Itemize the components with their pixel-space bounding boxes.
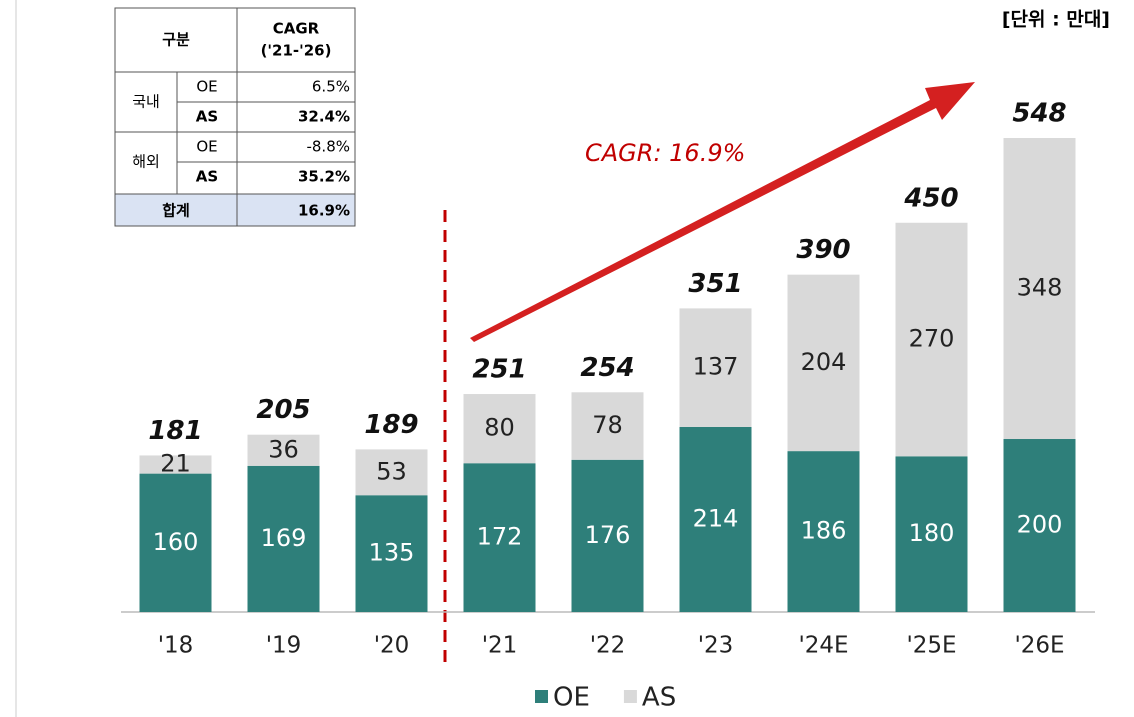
bar-segment	[787, 451, 860, 612]
x-tick-label: '20	[374, 633, 410, 659]
bar-segment	[1003, 439, 1076, 612]
bar-segment	[895, 222, 968, 457]
x-tick-label: '21	[482, 633, 518, 659]
table-border	[114, 7, 356, 227]
segment-label: 200	[1017, 511, 1063, 539]
total-label: 205	[256, 395, 310, 425]
bar-segment	[463, 463, 536, 612]
segment-label: 137	[693, 353, 739, 381]
bar-segment	[571, 459, 644, 612]
segment-label: 36	[268, 435, 299, 463]
table-value: 35.2%	[298, 168, 350, 186]
bar-segment	[247, 434, 320, 466]
growth-arrow	[470, 82, 975, 342]
table-header: ('21-'26)	[261, 42, 332, 60]
segment-label: 80	[484, 414, 515, 442]
bar-segment	[139, 455, 212, 474]
total-label: 189	[364, 410, 418, 440]
bar-segment	[1003, 138, 1076, 440]
bar-segment	[787, 274, 860, 452]
segment-label: 160	[153, 528, 199, 556]
table-series: AS	[196, 108, 218, 126]
segment-label: 204	[801, 348, 847, 376]
segment-label: 53	[376, 457, 407, 485]
segment-label: 78	[592, 411, 623, 439]
total-label: 450	[903, 183, 958, 213]
legend-label: AS	[642, 683, 676, 713]
x-tick-label: '23	[698, 633, 734, 659]
segment-label: 180	[909, 519, 955, 547]
x-tick-label: '25E	[906, 633, 956, 659]
segment-label: 169	[261, 524, 307, 552]
x-tick-label: '26E	[1014, 633, 1064, 659]
segment-label: 135	[369, 539, 415, 567]
table-series: OE	[196, 138, 217, 156]
total-label: 181	[148, 416, 202, 446]
bar-segment	[355, 495, 428, 612]
table-total-label: 합계	[162, 202, 190, 220]
legend-swatch	[535, 690, 548, 703]
table-total-value: 16.9%	[298, 202, 350, 220]
segment-label: 270	[909, 325, 955, 353]
total-label: 548	[1012, 99, 1066, 129]
unit-label: [단위 : 만대]	[1002, 9, 1110, 31]
x-tick-label: '18	[158, 633, 194, 659]
segment-label: 176	[585, 521, 631, 549]
table-header: 구분	[162, 31, 190, 49]
table-series: AS	[196, 168, 218, 186]
legend-swatch	[623, 690, 637, 703]
legend-label: OE	[553, 683, 590, 713]
bar-segment	[355, 449, 428, 496]
table-group: 해외	[132, 153, 160, 171]
bar-segment	[895, 456, 968, 612]
total-label: 390	[796, 235, 850, 265]
table-value: -8.8%	[306, 138, 350, 156]
total-label: 351	[688, 269, 742, 299]
x-tick-label: '24E	[798, 633, 848, 659]
bar-segment	[571, 392, 644, 460]
total-label: 251	[472, 355, 526, 385]
table-value: 32.4%	[298, 108, 350, 126]
bar-segment	[463, 394, 536, 464]
bar-segment	[247, 465, 320, 612]
bar-segment	[679, 308, 752, 427]
table-group: 국내	[132, 93, 160, 111]
total-row-bg	[115, 194, 355, 226]
segment-label: 172	[477, 523, 523, 551]
cagr-table: 구분 CAGR ('21-'26) 합계 16.9% 국내 OE 6.5% AS 32.…	[114, 7, 356, 227]
table-header: CAGR	[273, 20, 320, 38]
table-series: OE	[196, 78, 217, 96]
cagr-annotation: CAGR: 16.9%	[585, 139, 745, 167]
segment-label: 214	[693, 504, 739, 532]
bar-segment	[679, 426, 752, 612]
segment-label: 21	[160, 450, 191, 478]
total-label: 254	[580, 353, 634, 383]
bar-segment	[139, 473, 212, 612]
table-value: 6.5%	[312, 78, 350, 96]
segment-label: 186	[801, 517, 847, 545]
x-tick-label: '22	[590, 633, 626, 659]
segment-label: 348	[1017, 274, 1063, 302]
x-tick-label: '19	[266, 633, 302, 659]
